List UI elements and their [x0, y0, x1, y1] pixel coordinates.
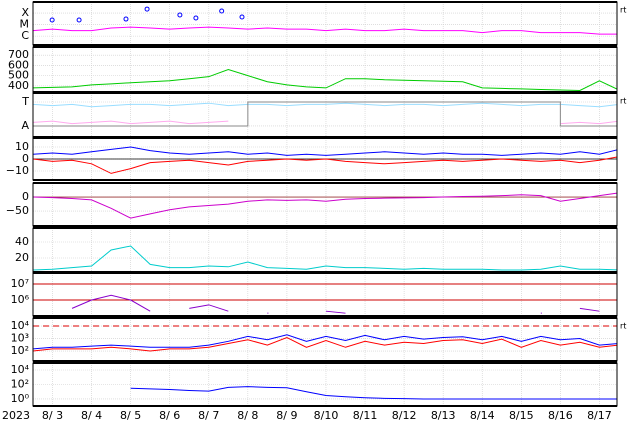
- side-label: rt: [620, 6, 626, 15]
- series-line: [33, 101, 617, 127]
- flare-marker: [76, 17, 82, 23]
- flare-marker: [123, 16, 129, 22]
- y-tick-label: 10⁴: [11, 319, 30, 332]
- y-tick-label: 20: [15, 251, 29, 264]
- panel-frame: [32, 227, 618, 273]
- series-line: [33, 68, 617, 91]
- y-tick-label: 10: [15, 140, 29, 153]
- y-tick-label: 10³: [11, 332, 29, 345]
- x-tick-label: 8/ 4: [81, 409, 102, 422]
- x-tick-label: 8/ 5: [120, 409, 141, 422]
- side-label: rt: [620, 97, 626, 106]
- x-tick-label: 8/ 8: [237, 409, 258, 422]
- series-line: [33, 102, 617, 108]
- series-line: [71, 294, 600, 314]
- flare-marker: [177, 12, 183, 18]
- x-tick-label: 8/15: [509, 409, 534, 422]
- y-tick-label: 40: [15, 235, 29, 248]
- panel-frame: [32, 182, 618, 227]
- flare-marker: [193, 15, 199, 21]
- y-tick-label: 0: [22, 152, 29, 165]
- y-tick-label: −50: [6, 204, 29, 217]
- x-tick-label: 8/17: [587, 409, 612, 422]
- year-label: 2023: [2, 409, 30, 422]
- series-line: [33, 334, 617, 350]
- panel-frame: [32, 46, 618, 93]
- series-line: [33, 337, 617, 352]
- flare-marker: [49, 17, 55, 23]
- x-tick-label: 8/14: [470, 409, 495, 422]
- x-tick-label: 8/13: [431, 409, 456, 422]
- x-tick-label: 8/11: [353, 409, 378, 422]
- series-line: [33, 192, 617, 219]
- flare-marker: [239, 14, 245, 20]
- y-tick-label: 10²: [11, 377, 29, 390]
- y-tick-label: X: [21, 6, 29, 19]
- x-tick-label: 8/12: [392, 409, 417, 422]
- y-tick-label: 500: [8, 69, 29, 82]
- y-tick-label: A: [21, 119, 29, 132]
- y-tick-label: M: [20, 18, 30, 31]
- panel-frame: [32, 1, 618, 46]
- panel-frame: [32, 272, 618, 317]
- series-line: [33, 26, 617, 35]
- y-tick-label: T: [21, 95, 29, 108]
- y-tick-label: 600: [8, 58, 29, 71]
- y-tick-label: C: [21, 29, 29, 42]
- y-tick-label: 400: [8, 79, 29, 92]
- series-line: [130, 386, 617, 400]
- y-tick-label: 10⁷: [11, 277, 29, 290]
- series-line: [33, 146, 617, 156]
- x-tick-label: 8/ 9: [276, 409, 297, 422]
- series-line: [33, 245, 617, 271]
- x-tick-label: 8/ 7: [198, 409, 219, 422]
- y-tick-label: 10²: [11, 344, 29, 357]
- x-tick-label: 8/16: [548, 409, 573, 422]
- y-tick-label: 10⁰: [11, 392, 30, 405]
- x-tick-label: 8/ 6: [159, 409, 180, 422]
- flare-marker: [219, 8, 225, 14]
- series-line: [33, 156, 617, 174]
- y-tick-label: 0: [22, 190, 29, 203]
- y-tick-label: 10⁴: [11, 363, 30, 376]
- panel-frame: [32, 92, 618, 138]
- series-line: [33, 120, 617, 125]
- y-tick-label: 700: [8, 48, 29, 61]
- flare-marker: [144, 6, 150, 12]
- y-tick-label: 10⁶: [11, 293, 30, 306]
- side-label: rt: [620, 322, 626, 331]
- x-tick-label: 8/ 3: [42, 409, 63, 422]
- x-tick-label: 8/10: [314, 409, 339, 422]
- y-tick-label: −10: [6, 164, 29, 177]
